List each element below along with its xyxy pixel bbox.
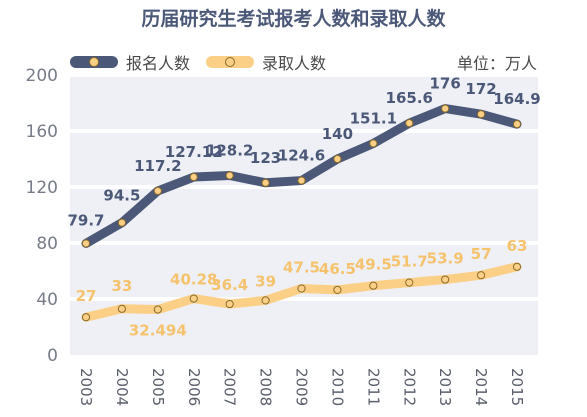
legend-swatch-applicants	[70, 56, 118, 68]
data-label: 27	[76, 287, 97, 305]
data-label: 63	[507, 237, 528, 255]
chart-title: 历届研究生考试报考人数和录取人数	[141, 8, 446, 30]
data-label: 117.2	[134, 157, 181, 175]
data-label: 79.7	[67, 211, 104, 229]
data-point	[261, 178, 270, 187]
y-tick-label: 80	[36, 234, 58, 254]
data-point	[441, 275, 450, 284]
y-tick-label: 0	[47, 346, 58, 366]
data-point	[512, 262, 522, 271]
unit-label: 单位：万人	[456, 54, 537, 73]
legend-swatch-admitted	[206, 56, 254, 68]
x-tick-label: 2015	[508, 368, 526, 406]
data-label: 46.5	[319, 260, 356, 278]
x-tick-label: 2008	[257, 368, 275, 406]
data-point	[405, 119, 414, 128]
data-point	[117, 304, 127, 313]
data-point	[189, 172, 198, 182]
data-label: 165.6	[386, 89, 433, 107]
data-point	[117, 218, 127, 227]
x-tick-label: 2007	[221, 368, 239, 406]
data-point	[405, 278, 414, 287]
data-label: 94.5	[103, 187, 140, 205]
data-label: 140	[322, 125, 353, 143]
data-point	[297, 176, 306, 185]
x-tick-label: 2013	[436, 368, 454, 406]
data-point	[225, 171, 234, 180]
legend-item-admitted: 录取人数	[206, 50, 326, 74]
data-label: 128.2	[206, 142, 253, 160]
data-point	[225, 299, 234, 309]
data-point	[153, 305, 162, 314]
data-point	[369, 281, 378, 290]
data-label: 36.4	[211, 276, 248, 294]
data-point	[81, 313, 91, 322]
x-tick-label: 2004	[113, 368, 131, 406]
data-label: 49.5	[355, 256, 392, 274]
data-label: 151.1	[350, 109, 397, 127]
data-point	[476, 271, 486, 280]
y-tick-label: 40	[36, 290, 58, 310]
data-point	[261, 296, 270, 305]
y-tick-label: 160	[26, 122, 58, 142]
data-point	[476, 110, 486, 119]
x-tick-label: 2009	[293, 368, 311, 406]
y-tick-label: 200	[26, 66, 58, 86]
data-label: 164.9	[493, 90, 540, 108]
y-tick-label: 120	[26, 178, 58, 198]
data-label: 127.12	[165, 143, 223, 161]
data-point	[189, 294, 198, 303]
data-label: 53.9	[427, 250, 464, 268]
data-label: 123	[250, 149, 281, 167]
data-label: 33	[111, 277, 132, 295]
x-tick-label: 2010	[328, 368, 346, 406]
legend-item-applicants: 报名人数	[70, 50, 190, 74]
data-point	[333, 154, 342, 164]
x-tick-label: 2011	[364, 368, 382, 406]
data-label: 124.6	[278, 147, 325, 165]
data-point	[512, 120, 522, 129]
data-point	[333, 285, 342, 294]
legend-label-applicants: 报名人数	[126, 54, 191, 73]
legend-label-admitted: 录取人数	[262, 54, 327, 73]
data-label: 32.494	[129, 322, 187, 340]
x-tick-label: 2012	[400, 368, 418, 406]
data-label: 39	[255, 272, 276, 290]
data-point	[297, 284, 306, 293]
data-point	[369, 139, 378, 148]
data-label: 47.5	[283, 259, 320, 277]
data-label: 176	[430, 75, 461, 93]
x-tick-label: 2006	[185, 368, 203, 406]
data-label: 40.28	[170, 271, 217, 289]
x-tick-label: 2005	[149, 368, 167, 406]
x-tick-label: 2014	[472, 368, 490, 406]
data-label: 51.7	[391, 253, 428, 271]
data-point	[441, 104, 450, 113]
x-tick-label: 2003	[77, 368, 95, 406]
data-label: 172	[465, 80, 496, 98]
data-point	[153, 186, 162, 196]
data-point	[81, 239, 91, 248]
data-label: 57	[471, 245, 492, 263]
